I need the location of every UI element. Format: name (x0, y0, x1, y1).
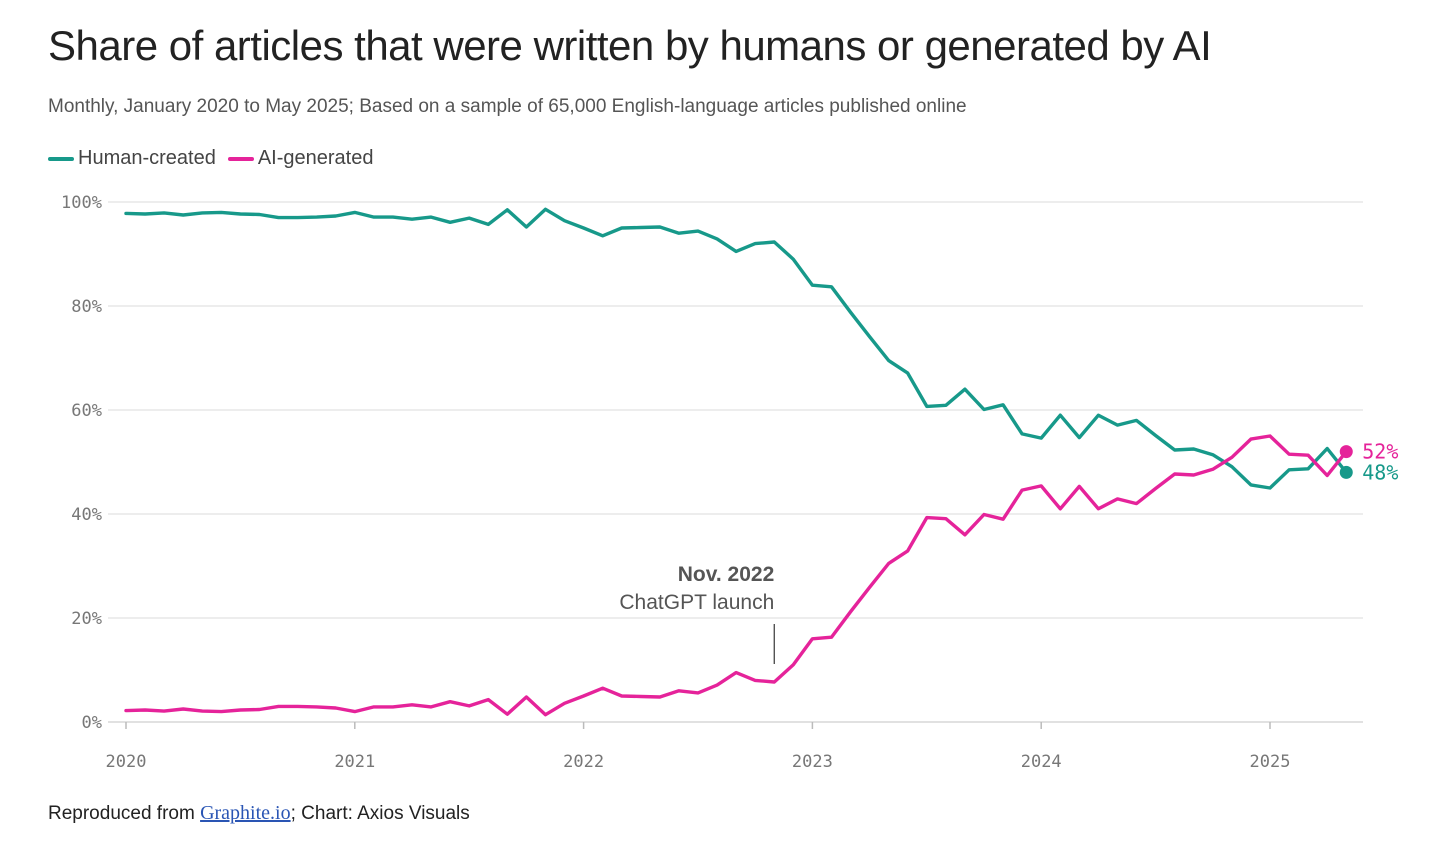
y-tick-label-100: 100% (61, 193, 102, 213)
source-link[interactable]: Graphite.io (200, 802, 291, 824)
chart-subtitle: Monthly, January 2020 to May 2025; Based… (48, 96, 967, 117)
source-suffix: ; Chart: Axios Visuals (290, 803, 470, 824)
legend-swatch-ai (227, 156, 254, 161)
y-tick-label-40: 40% (71, 505, 102, 525)
chart-title: Share of articles that were written by h… (48, 22, 1212, 69)
annotation-date-label: Nov. 2022 (678, 563, 775, 586)
end-marker-ai (1339, 445, 1353, 459)
source-prefix: Reproduced from (48, 803, 201, 824)
y-tick-label-80: 80% (71, 297, 102, 317)
x-tick-label-2025: 2025 (1250, 752, 1291, 772)
end-label-ai: 52% (1362, 440, 1398, 464)
chart-legend: Human-created AI-generated (48, 147, 385, 170)
x-tick-label-2022: 2022 (563, 752, 604, 772)
y-tick-label-20: 20% (71, 609, 102, 629)
series-line-ai (124, 434, 1349, 717)
legend-label-ai: AI-generated (257, 147, 374, 169)
x-tick-label-2024: 2024 (1021, 752, 1062, 772)
source-note: Reproduced from Graphite.io; Chart: Axio… (48, 802, 470, 825)
x-tick-label-2023: 2023 (792, 752, 833, 772)
x-tick-label-2020: 2020 (106, 752, 147, 772)
legend-item-ai: AI-generated (227, 147, 374, 170)
y-tick-label-0: 0% (82, 713, 102, 733)
end-label-human: 48% (1362, 460, 1398, 484)
x-tick-label-2021: 2021 (334, 752, 375, 772)
series-line-human (124, 207, 1349, 490)
y-tick-label-60: 60% (71, 401, 102, 421)
end-marker-human (1339, 465, 1353, 479)
legend-item-human: Human-created (48, 147, 216, 170)
legend-label-human: Human-created (78, 147, 216, 169)
legend-swatch-human (48, 156, 74, 161)
annotation-event-label: ChatGPT launch (619, 591, 774, 614)
